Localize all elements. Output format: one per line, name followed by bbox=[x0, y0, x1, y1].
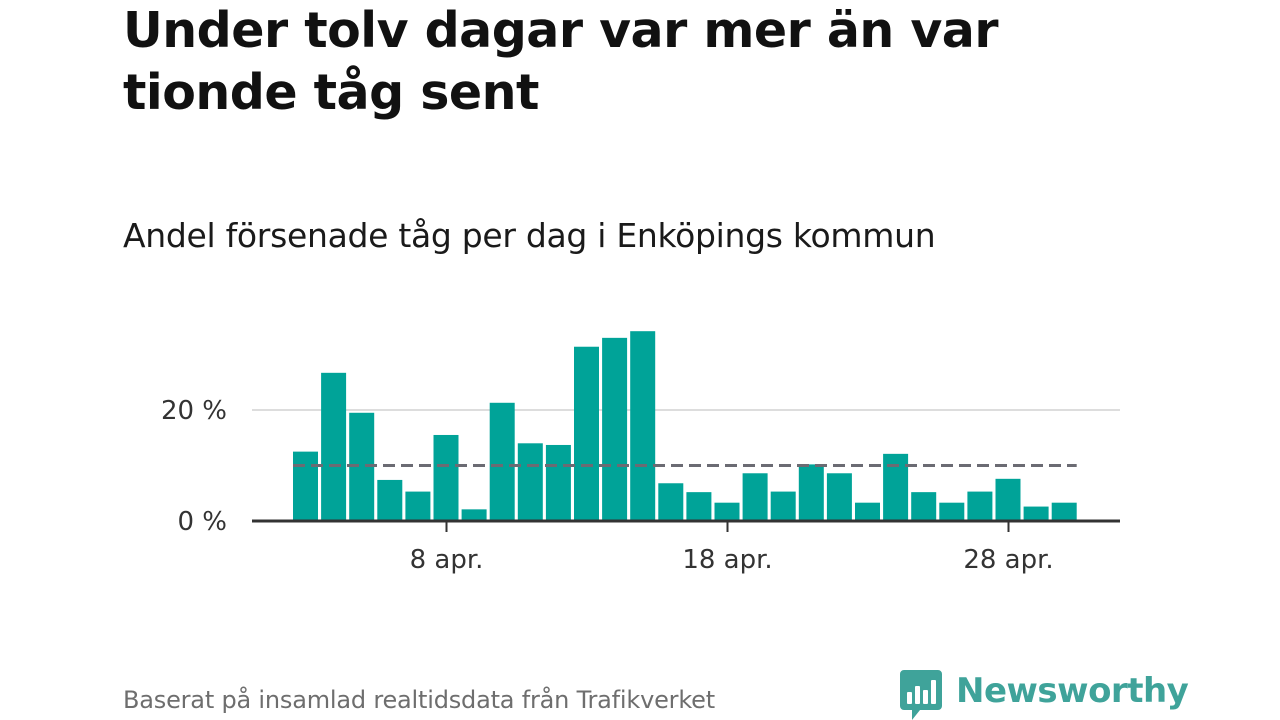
bar bbox=[658, 483, 684, 521]
brand-logo: Newsworthy bbox=[900, 670, 1189, 720]
bar bbox=[1023, 506, 1049, 521]
bar bbox=[770, 491, 796, 521]
newsworthy-logo-icon bbox=[900, 670, 942, 720]
bar bbox=[433, 434, 459, 521]
bar bbox=[602, 337, 628, 521]
bar bbox=[939, 502, 965, 521]
bar bbox=[826, 473, 852, 521]
bars bbox=[293, 331, 1077, 521]
bar bbox=[686, 492, 712, 521]
bar bbox=[321, 372, 347, 521]
bar bbox=[517, 443, 543, 521]
bar bbox=[798, 464, 824, 521]
brand-name: Newsworthy bbox=[956, 671, 1189, 711]
bar bbox=[377, 479, 403, 521]
source-note: Baserat på insamlad realtidsdata från Tr… bbox=[123, 686, 715, 714]
chart-title: Under tolv dagar var mer än var tionde t… bbox=[123, 2, 999, 121]
bar bbox=[461, 509, 487, 521]
x-tick-label: 28 apr. bbox=[963, 545, 1053, 575]
bar bbox=[1051, 502, 1077, 521]
x-axis-labels: 8 apr. 18 apr. 28 apr. bbox=[410, 545, 1054, 575]
chart-subtitle: Andel försenade tåg per dag i Enköpings … bbox=[123, 216, 936, 255]
bar bbox=[489, 402, 515, 521]
bar bbox=[883, 453, 909, 521]
bar bbox=[405, 491, 431, 521]
bar bbox=[967, 491, 993, 521]
bar bbox=[574, 346, 599, 521]
x-axis bbox=[252, 519, 1120, 532]
x-tick-label: 8 apr. bbox=[410, 545, 484, 575]
x-tick-label: 18 apr. bbox=[682, 545, 772, 575]
bar bbox=[545, 444, 571, 521]
bar bbox=[630, 331, 656, 521]
y-axis-labels: 0 % 20 % bbox=[161, 396, 227, 537]
y-tick-label: 20 % bbox=[161, 396, 227, 426]
bar bbox=[911, 492, 937, 521]
bar bbox=[293, 451, 318, 521]
y-tick-label: 0 % bbox=[177, 507, 227, 537]
bar bbox=[995, 478, 1021, 521]
bar bbox=[714, 502, 740, 521]
bar bbox=[855, 502, 880, 521]
bar bbox=[742, 473, 768, 521]
